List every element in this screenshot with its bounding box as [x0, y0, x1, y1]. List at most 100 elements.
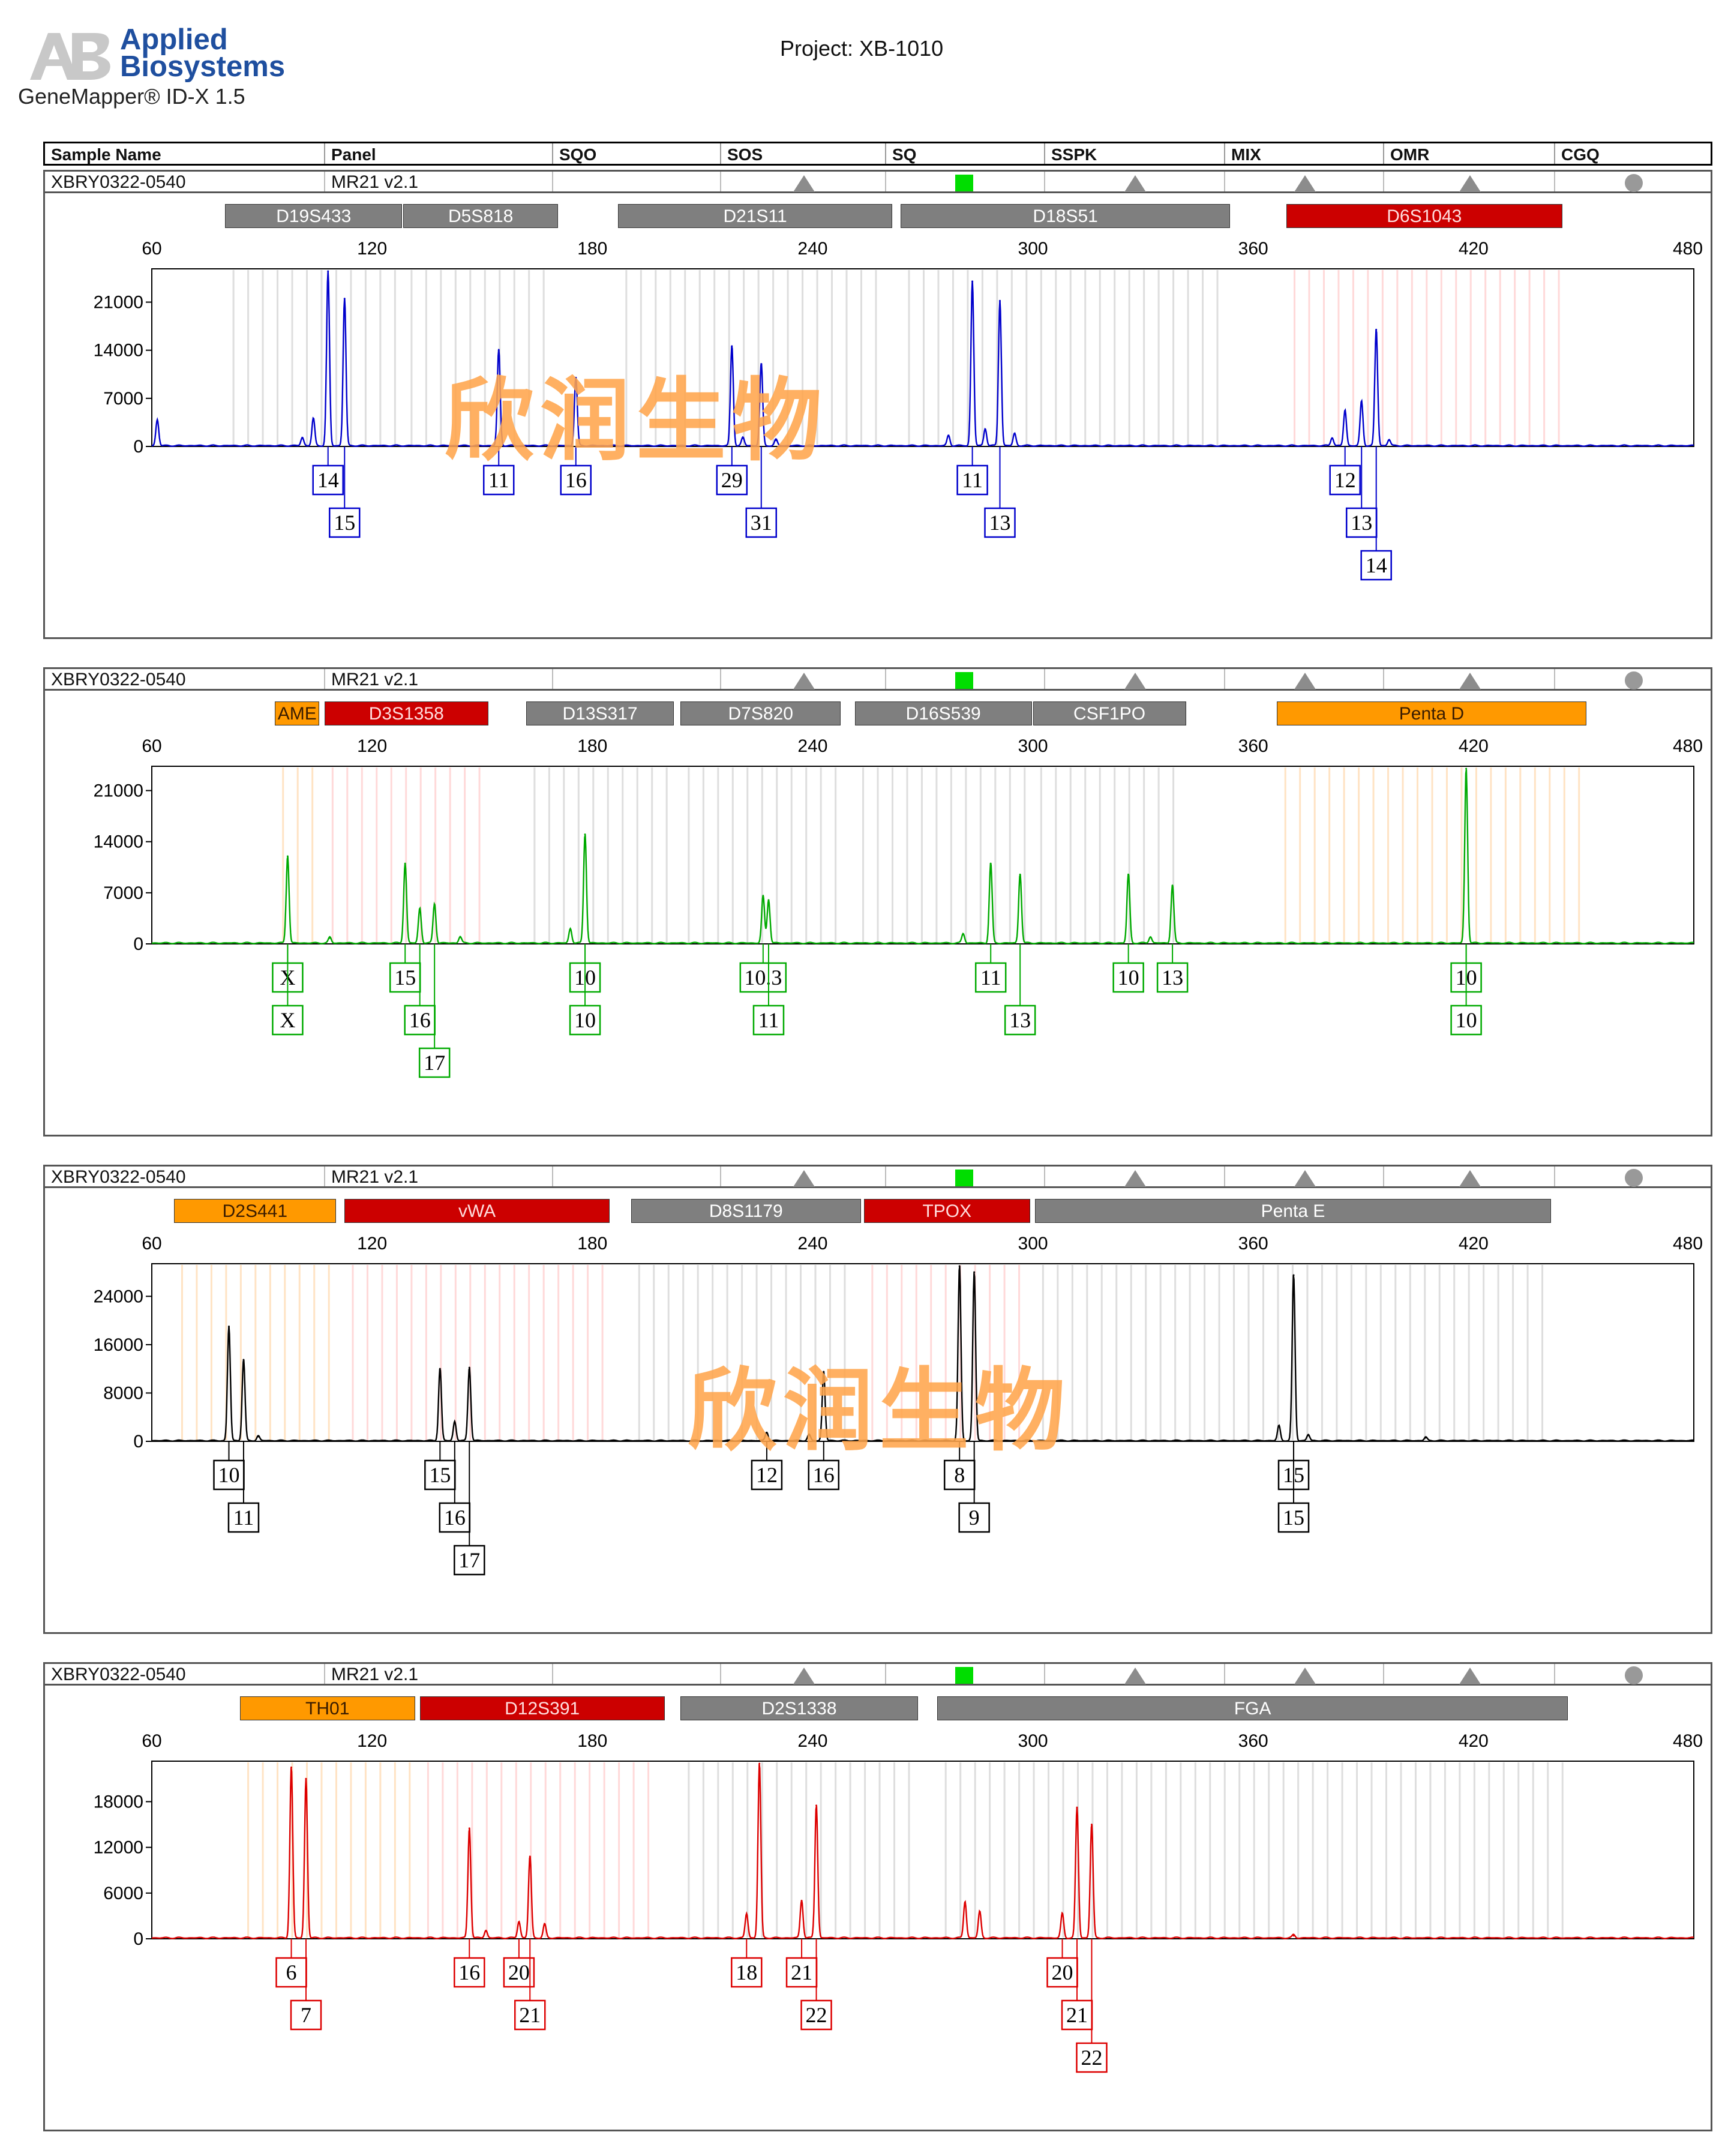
allele-call-box[interactable] [454, 1545, 485, 1576]
column-sos[interactable]: SOS [720, 143, 885, 164]
grey-triangle-icon[interactable] [1294, 673, 1316, 689]
marker-bin-vwa[interactable]: vWA [344, 1199, 610, 1223]
allele-call-box[interactable] [958, 1502, 990, 1533]
allele-call-box[interactable] [731, 1957, 763, 1988]
allele-call-box[interactable] [272, 1004, 304, 1036]
allele-call-box[interactable] [1156, 962, 1189, 993]
green-square-icon[interactable] [955, 1170, 973, 1186]
column-sq[interactable]: SQ [885, 143, 1044, 164]
allele-call-box[interactable] [716, 464, 748, 496]
marker-bin-d18s51[interactable]: D18S51 [901, 204, 1230, 228]
grey-triangle-icon[interactable] [1294, 175, 1316, 192]
marker-bin-d8s1179[interactable]: D8S1179 [631, 1199, 862, 1223]
allele-call-box[interactable] [454, 1957, 485, 1988]
column-panel[interactable]: Panel [324, 143, 552, 164]
column-mix[interactable]: MIX [1224, 143, 1383, 164]
marker-bin-penta-e[interactable]: Penta E [1034, 1199, 1552, 1223]
allele-call-box[interactable] [956, 464, 988, 496]
allele-call-box[interactable] [514, 1999, 546, 2031]
grey-triangle-icon[interactable] [1294, 1170, 1316, 1187]
marker-label: vWA [458, 1201, 496, 1221]
allele-call-box[interactable] [503, 1957, 535, 1988]
grey-triangle-icon[interactable] [1294, 1668, 1316, 1684]
marker-bin-d13s317[interactable]: D13S317 [526, 701, 674, 725]
marker-bin-d7s820[interactable]: D7S820 [680, 701, 841, 725]
green-square-icon[interactable] [955, 1667, 973, 1684]
allele-call-box[interactable] [1046, 1957, 1078, 1988]
marker-bin-fga[interactable]: FGA [937, 1696, 1568, 1720]
grey-triangle-icon[interactable] [1124, 1668, 1146, 1684]
grey-circle-icon[interactable] [1624, 1666, 1643, 1684]
allele-call-box[interactable] [739, 962, 787, 993]
allele-call-box[interactable] [227, 1502, 260, 1533]
marker-bin-d2s441[interactable]: D2S441 [173, 1199, 336, 1223]
grey-triangle-icon[interactable] [1459, 673, 1481, 689]
allele-call-label: 13 [1162, 965, 1183, 989]
marker-bin-tpox[interactable]: TPOX [864, 1199, 1030, 1223]
grey-triangle-icon[interactable] [1459, 175, 1481, 192]
marker-bin-d16s539[interactable]: D16S539 [854, 701, 1032, 725]
column-sqo[interactable]: SQO [552, 143, 720, 164]
allele-call-box[interactable] [213, 1459, 245, 1491]
sample-row[interactable]: XBRY0322-0540 MR21 v2.1 [45, 1664, 1711, 1686]
allele-call-box[interactable] [329, 507, 361, 538]
green-square-icon[interactable] [955, 175, 973, 191]
allele-call-box[interactable] [800, 1999, 832, 2031]
allele-call-box[interactable] [424, 1459, 456, 1491]
grey-triangle-icon[interactable] [793, 1668, 815, 1684]
grey-triangle-icon[interactable] [793, 673, 815, 689]
column-sspk[interactable]: SSPK [1044, 143, 1224, 164]
allele-call-box[interactable] [1004, 1004, 1036, 1036]
x-tick-label: 360 [1238, 239, 1268, 259]
sample-row[interactable]: XBRY0322-0540 MR21 v2.1 [45, 669, 1711, 691]
marker-bin-d3s1358[interactable]: D3S1358 [324, 701, 488, 725]
marker-bin-d19s433[interactable]: D19S433 [225, 204, 403, 228]
allele-call-box[interactable] [404, 1004, 436, 1036]
marker-label: D3S1358 [368, 704, 444, 724]
grey-triangle-icon[interactable] [1124, 673, 1146, 689]
grey-triangle-icon[interactable] [1124, 175, 1146, 192]
allele-call-box[interactable] [312, 464, 344, 496]
allele-call-box[interactable] [560, 464, 592, 496]
allele-call-box[interactable] [1076, 2042, 1108, 2073]
allele-call-box[interactable] [1277, 1502, 1310, 1533]
allele-call-box[interactable] [752, 1004, 785, 1036]
allele-call-box[interactable] [1112, 962, 1144, 993]
allele-call-box[interactable] [745, 507, 778, 538]
marker-bin-d12s391[interactable]: D12S391 [419, 1696, 665, 1720]
marker-bin-csf1po[interactable]: CSF1PO [1033, 701, 1186, 725]
allele-call-box[interactable] [483, 464, 515, 496]
marker-bin-d5s818[interactable]: D5S818 [403, 204, 559, 228]
grey-triangle-icon[interactable] [793, 175, 815, 192]
grey-triangle-icon[interactable] [1459, 1668, 1481, 1684]
grey-triangle-icon[interactable] [1124, 1170, 1146, 1187]
allele-call-box[interactable] [974, 962, 1007, 993]
column-omr[interactable]: OMR [1383, 143, 1554, 164]
allele-call-box[interactable] [418, 1047, 451, 1078]
grey-triangle-icon[interactable] [793, 1170, 815, 1187]
marker-bin-ame[interactable]: AME [274, 701, 320, 725]
allele-call-box[interactable] [1360, 550, 1392, 581]
grey-circle-icon[interactable] [1624, 671, 1643, 689]
marker-bin-d21s11[interactable]: D21S11 [618, 204, 893, 228]
green-square-icon[interactable] [955, 672, 973, 689]
marker-bin-th01[interactable]: TH01 [239, 1696, 415, 1720]
sample-row[interactable]: XBRY0322-0540 MR21 v2.1 [45, 172, 1711, 193]
allele-call-box[interactable] [1329, 464, 1361, 496]
allele-call-box[interactable] [984, 507, 1016, 538]
column-sample-name[interactable]: Sample Name [51, 145, 161, 164]
allele-call-box[interactable] [751, 1459, 783, 1491]
allele-call-box[interactable] [569, 1004, 601, 1036]
sample-row[interactable]: XBRY0322-0540 MR21 v2.1 [45, 1167, 1711, 1188]
grey-triangle-icon[interactable] [1459, 1170, 1481, 1187]
peak-mark [257, 1435, 259, 1438]
grey-circle-icon[interactable] [1624, 174, 1643, 192]
marker-bin-d6s1043[interactable]: D6S1043 [1286, 204, 1562, 228]
marker-bin-d2s1338[interactable]: D2S1338 [680, 1696, 918, 1720]
allele-call-box[interactable] [1450, 1004, 1482, 1036]
allele-call-box[interactable] [290, 1999, 322, 2031]
column-cgq[interactable]: CGQ [1554, 143, 1714, 164]
marker-bin-penta-d[interactable]: Penta D [1277, 701, 1586, 725]
grey-circle-icon[interactable] [1624, 1169, 1643, 1187]
allele-call-box[interactable] [808, 1459, 840, 1491]
